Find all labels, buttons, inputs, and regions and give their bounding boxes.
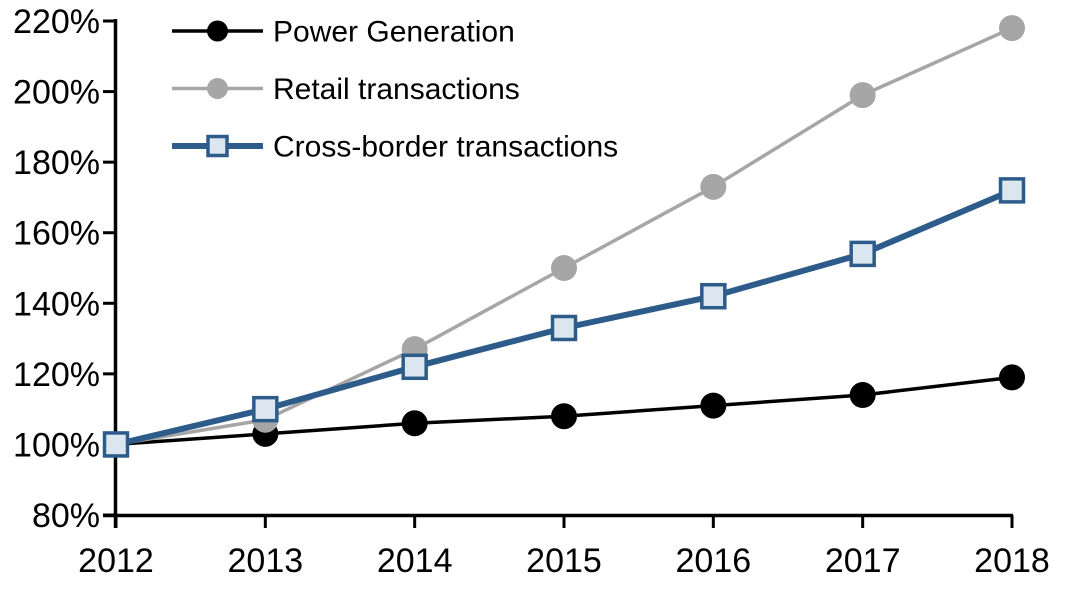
- y-axis-tick-label: 80%: [32, 497, 100, 535]
- data-point-cross-border-transactions: [550, 314, 578, 342]
- y-axis-tick-label: 220%: [13, 3, 100, 41]
- y-axis-tick-label: 200%: [13, 74, 100, 112]
- data-point-cross-border-transactions: [252, 395, 279, 423]
- data-point-power-generation: [849, 382, 876, 409]
- axes: 220% 200% 180% 160% 140% 120% 100% 80% 2012 2013 2…: [13, 3, 1050, 580]
- x-axis-tick-label: 2017: [825, 542, 901, 580]
- x-axis-tick-label: 2012: [78, 542, 154, 580]
- y-axis-tick-label: 160%: [13, 215, 100, 253]
- data-point-power-generation: [998, 364, 1025, 391]
- data-point-cross-border-transactions: [849, 240, 876, 268]
- data-point-retail-transactions: [998, 15, 1025, 42]
- legend-item-label: Retail transactions: [273, 73, 520, 106]
- x-axis-tick-label: 2013: [228, 542, 304, 580]
- x-axis-tick-label: 2016: [676, 542, 752, 580]
- data-point-power-generation: [700, 392, 727, 419]
- legend: Power Generation Retail transactions Cross…: [172, 16, 618, 164]
- data-point-power-generation: [550, 403, 577, 430]
- x-axis-tick-label: 2018: [974, 542, 1050, 580]
- data-point-retail-transactions: [849, 82, 876, 109]
- y-axis-tick-label: 120%: [13, 356, 100, 394]
- legend-item-power-generation: Power Generation: [172, 16, 515, 49]
- x-axis-tick-label: 2015: [526, 542, 602, 580]
- data-point-cross-border-transactions: [998, 177, 1026, 204]
- legend-item-label: Power Generation: [273, 16, 515, 49]
- data-point-cross-border-transactions: [401, 353, 428, 381]
- legend-item-retail-transactions: Retail transactions: [172, 73, 520, 106]
- series-cross-border-transactions: [102, 177, 1026, 458]
- series-line-retail-transactions: [115, 26, 1013, 447]
- y-axis-tick-label: 140%: [13, 285, 100, 323]
- y-axis-tick-label: 100%: [13, 426, 100, 464]
- data-point-cross-border-transactions: [700, 282, 727, 310]
- data-point-power-generation: [401, 410, 428, 437]
- legend-circle-marker-icon: [207, 78, 228, 99]
- y-axis-tick-label: 180%: [13, 144, 100, 182]
- legend-item-cross-border-transactions: Cross-border transactions: [172, 131, 618, 164]
- data-point-retail-transactions: [700, 173, 727, 200]
- series-power-generation: [103, 364, 1025, 458]
- legend-item-label: Cross-border transactions: [273, 131, 618, 164]
- legend-square-marker-icon: [206, 134, 229, 158]
- data-point-cross-border-transactions: [102, 431, 130, 458]
- data-point-retail-transactions: [550, 255, 577, 282]
- x-axis-tick-label: 2014: [377, 542, 453, 580]
- legend-circle-marker-icon: [207, 20, 228, 42]
